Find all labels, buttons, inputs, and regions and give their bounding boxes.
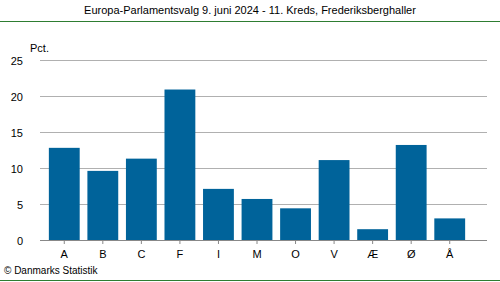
y-tick-label: 0 <box>17 235 23 247</box>
y-tick-label: 20 <box>11 91 23 103</box>
x-tick <box>411 240 412 244</box>
x-tick <box>257 240 258 244</box>
x-tick-label: A <box>61 248 69 260</box>
bottom-rule <box>0 280 500 281</box>
title: Europa-Parlamentsvalg 9. juni 2024 - 11.… <box>84 4 416 16</box>
x-tick-label: M <box>252 248 261 260</box>
bar <box>126 159 157 240</box>
source: © Danmarks Statistik <box>4 265 99 276</box>
x-tick <box>141 240 142 244</box>
y-axis-label: Pct. <box>30 42 49 54</box>
y-tick-label: 25 <box>11 55 23 67</box>
x-tick-label: I <box>217 248 220 260</box>
x-tick-label: C <box>137 248 145 260</box>
x-tick <box>372 240 373 244</box>
x-tick <box>64 240 65 244</box>
bar <box>49 148 80 240</box>
chart-container: Europa-Parlamentsvalg 9. juni 2024 - 11.… <box>0 0 500 282</box>
grid-line <box>40 240 487 241</box>
grid-line <box>40 60 487 61</box>
x-tick <box>295 240 296 244</box>
x-tick-label: V <box>330 248 338 260</box>
grid-line <box>40 96 487 97</box>
x-tick-label: B <box>99 248 106 260</box>
bar <box>280 208 311 240</box>
x-tick <box>179 240 180 244</box>
x-tick-label: O <box>291 248 300 260</box>
title-rule <box>0 21 500 22</box>
x-tick <box>334 240 335 244</box>
x-axis <box>40 240 487 241</box>
x-tick <box>449 240 450 244</box>
bars <box>49 90 465 240</box>
bar <box>319 160 350 240</box>
x-tick-label: F <box>177 248 184 260</box>
x-tick-label: Æ <box>367 248 378 260</box>
grid-line <box>40 132 487 133</box>
bar <box>203 189 234 240</box>
bar <box>357 229 388 240</box>
bar <box>242 199 273 240</box>
x-tick-label: Å <box>446 248 454 260</box>
chart-svg: Europa-Parlamentsvalg 9. juni 2024 - 11.… <box>0 0 500 282</box>
y-tick-label: 5 <box>17 199 23 211</box>
bar <box>87 171 118 240</box>
x-tick-label: Ø <box>407 248 416 260</box>
x-tick <box>218 240 219 244</box>
x-tick <box>102 240 103 244</box>
y-tick-label: 15 <box>11 127 23 139</box>
y-tick-label: 10 <box>11 163 23 175</box>
bar <box>434 218 465 240</box>
bar <box>396 145 427 240</box>
bar <box>164 90 195 240</box>
